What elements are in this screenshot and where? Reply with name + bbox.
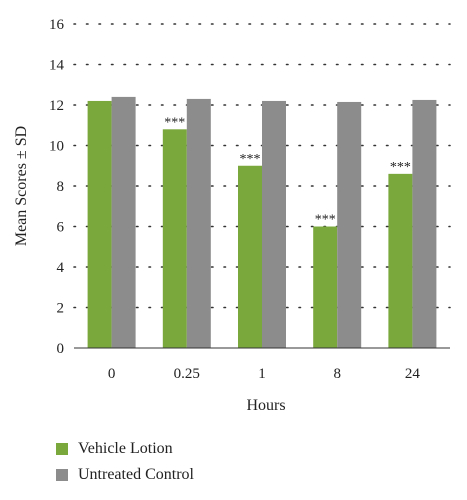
significance-label: ***	[315, 213, 336, 228]
legend-label-vehicle-lotion: Vehicle Lotion	[78, 440, 173, 457]
bar-vehicle-lotion	[313, 226, 338, 348]
y-tick-label: 10	[49, 139, 64, 155]
significance-label: ***	[240, 152, 261, 167]
legend-item-vehicle-lotion: Vehicle Lotion	[56, 440, 173, 458]
y-tick-label: 4	[57, 260, 65, 276]
bar-vehicle-lotion	[238, 165, 262, 348]
x-tick-label: 8	[333, 366, 341, 382]
y-tick-label: 14	[49, 58, 65, 74]
x-tick-label: 0	[108, 366, 116, 382]
bars	[87, 96, 437, 349]
y-tick-label: 2	[57, 301, 65, 317]
bar-vehicle-lotion	[87, 100, 112, 348]
x-tick-label: 0.25	[174, 366, 200, 382]
significance-label: ***	[390, 160, 411, 175]
bar-vehicle-lotion	[162, 129, 187, 348]
bar-untreated-control	[337, 101, 362, 349]
significance-label: ***	[164, 115, 185, 130]
x-tick-label: 24	[405, 366, 421, 382]
bar-untreated-control	[262, 100, 286, 348]
legend-swatch-vehicle-lotion	[56, 443, 68, 455]
legend-swatch-untreated-control	[56, 469, 68, 481]
x-axis-label: Hours	[246, 397, 285, 414]
bar-untreated-control	[186, 98, 211, 348]
y-tick-label: 6	[57, 220, 65, 236]
significance-annotations: *** *** *** ***	[164, 115, 411, 227]
y-tick-label: 8	[57, 179, 65, 195]
y-tick-label: 12	[49, 98, 64, 114]
y-axis-label: Mean Scores ± SD	[13, 126, 30, 246]
bar-untreated-control	[412, 99, 437, 348]
legend-label-untreated-control: Untreated Control	[78, 466, 194, 483]
bar-vehicle-lotion	[388, 173, 413, 348]
bar-untreated-control	[111, 96, 136, 349]
legend-item-untreated-control: Untreated Control	[56, 466, 194, 484]
y-tick-label: 16	[49, 17, 65, 33]
y-tick-labels: 0 2 4 6 8 10 12 14 16	[49, 17, 65, 357]
x-tick-labels: 0 0.25 1 8 24	[108, 366, 421, 382]
y-tick-label: 0	[57, 341, 65, 357]
x-tick-label: 1	[258, 366, 266, 382]
